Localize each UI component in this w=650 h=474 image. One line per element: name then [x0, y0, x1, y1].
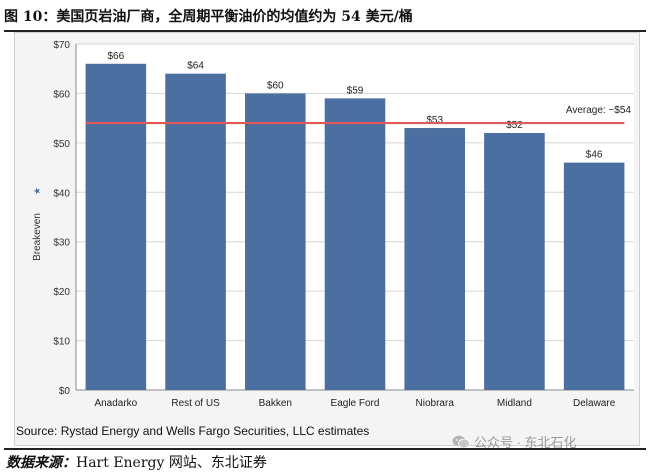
bar-value-label: $60 [267, 80, 284, 91]
y-tick-label: $20 [53, 287, 70, 298]
footer-rule [4, 448, 646, 450]
y-tick-label: $60 [53, 89, 70, 100]
bar [165, 73, 226, 391]
watermark-text: 公众号 · 东北石化 [474, 435, 577, 450]
x-tick-label: Midland [497, 398, 532, 409]
bar-value-label: $52 [506, 120, 523, 131]
bar [324, 98, 386, 390]
bar [404, 128, 466, 390]
y-tick-label: $70 [53, 40, 70, 51]
bar-value-label: $59 [347, 85, 364, 96]
bar-value-label: $46 [586, 150, 603, 161]
bar [484, 132, 545, 390]
star-icon: ★ [33, 187, 43, 195]
bar [563, 162, 625, 390]
average-label: Average: ~$54 [566, 105, 632, 116]
bar-value-label: $66 [108, 51, 125, 62]
title-rule [4, 30, 646, 32]
footer-source: 数据来源：Hart Energy 网站、东北证券 [6, 452, 267, 472]
x-tick-label: Delaware [573, 398, 616, 409]
watermark: 公众号 · 东北石化 [452, 432, 577, 451]
footer-source-text: Hart Energy 网站、东北证券 [76, 455, 267, 471]
y-tick-label: $40 [53, 188, 70, 199]
y-axis-label: Breakeven [32, 213, 43, 261]
x-tick-label: Niobrara [416, 398, 455, 409]
y-tick-label: $10 [53, 337, 70, 348]
footer-source-label: 数据来源： [6, 455, 76, 471]
chart-source-note: Source: Rystad Energy and Wells Fargo Se… [16, 424, 370, 438]
x-tick-label: Rest of US [171, 398, 220, 409]
y-tick-label: $0 [59, 386, 71, 397]
x-tick-label: Eagle Ford [331, 398, 380, 409]
figure-title: 图 10：美国页岩油厂商，全周期平衡油价的均值约为 54 美元/桶 [4, 9, 413, 25]
bar-value-label: $64 [187, 61, 204, 72]
bar [85, 63, 147, 391]
y-tick-label: $50 [53, 139, 70, 150]
bar-value-label: $53 [426, 115, 443, 126]
x-tick-label: Bakken [259, 398, 292, 409]
wechat-icon [452, 435, 470, 449]
bar [244, 93, 306, 390]
x-tick-label: Anadarko [94, 398, 137, 409]
y-tick-label: $30 [53, 238, 70, 249]
